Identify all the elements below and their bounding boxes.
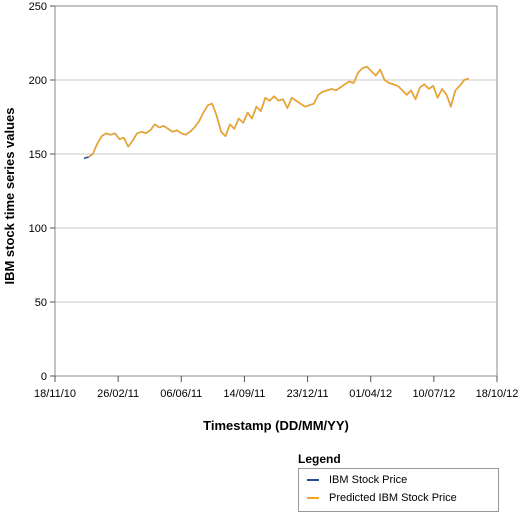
legend-title: Legend [298,452,341,466]
y-tick-label: 250 [29,1,47,13]
legend-swatch-predicted-ibm-stock-price [307,497,319,499]
legend-label-predicted-ibm-stock-price: Predicted IBM Stock Price [329,492,457,504]
legend-swatch-ibm-stock-price [307,479,319,481]
series-lines [83,65,469,160]
x-tick-label: 14/09/11 [223,388,265,400]
x-tick-label: 18/11/10 [34,388,76,400]
y-tick-label: 50 [35,297,47,309]
y-tick-label: 150 [29,149,47,161]
legend-item-ibm-stock-price: IBM Stock Price [307,474,407,486]
series-line-predicted-ibm-stock-price [88,65,469,158]
x-tick-label: 06/06/11 [160,388,202,400]
legend-label-ibm-stock-price: IBM Stock Price [329,474,408,486]
x-tick-label: 26/02/11 [97,388,139,400]
y-tick-label: 0 [41,371,47,383]
plot-frame [54,5,498,377]
legend: IBM Stock Price Predicted IBM Stock Pric… [298,468,499,512]
x-tick-label: 23/12/11 [287,388,329,400]
y-axis-title: IBM stock time series values [2,107,17,284]
x-tick-label: 01/04/12 [349,388,392,400]
axes [50,5,498,382]
y-tick-label: 200 [29,75,47,87]
grid-lines [55,5,497,377]
x-tick-label: 10/07/12 [412,388,455,400]
x-axis-title: Timestamp (DD/MM/YY) [203,418,349,433]
x-tick-label: 18/10/12 [476,388,519,400]
tick-labels: 0 50 100 150 200 250 18/11/10 26/02/11 06/06/11 1… [29,1,519,400]
legend-item-predicted-ibm-stock-price: Predicted IBM Stock Price [307,492,457,504]
y-tick-label: 100 [29,223,47,235]
